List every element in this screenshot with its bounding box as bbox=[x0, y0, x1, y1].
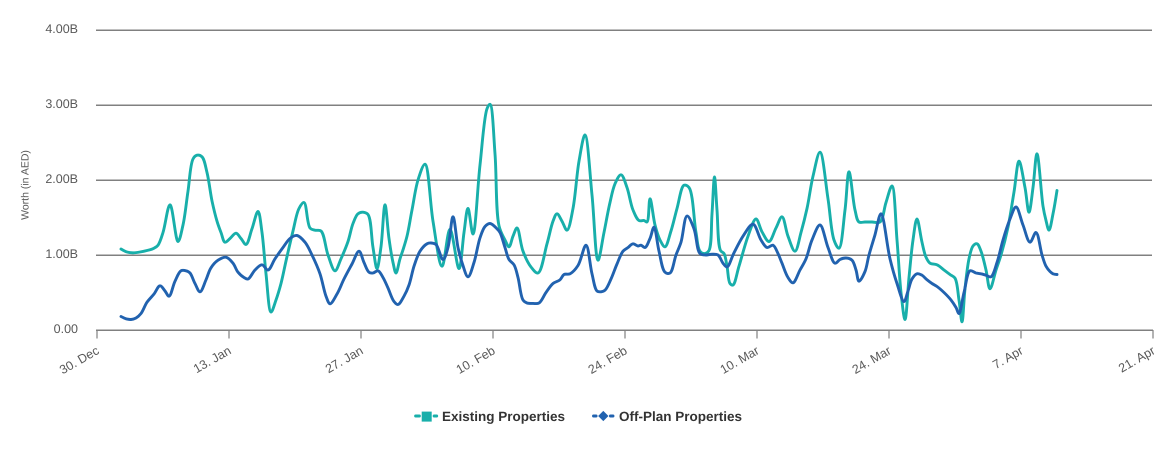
svg-text:10. Mar: 10. Mar bbox=[718, 343, 762, 376]
svg-text:7. Apr: 7. Apr bbox=[990, 343, 1025, 371]
svg-text:13. Jan: 13. Jan bbox=[191, 343, 234, 376]
svg-text:Existing Properties: Existing Properties bbox=[442, 409, 565, 424]
svg-text:3.00B: 3.00B bbox=[45, 97, 78, 111]
svg-text:24. Mar: 24. Mar bbox=[850, 343, 894, 376]
svg-text:24. Feb: 24. Feb bbox=[586, 343, 630, 376]
svg-text:Off-Plan Properties: Off-Plan Properties bbox=[619, 409, 742, 424]
svg-text:Worth (in AED): Worth (in AED) bbox=[20, 150, 32, 220]
svg-text:0.00: 0.00 bbox=[54, 322, 78, 336]
svg-text:4.00B: 4.00B bbox=[45, 22, 78, 36]
svg-text:1.00B: 1.00B bbox=[45, 247, 78, 261]
svg-text:27. Jan: 27. Jan bbox=[323, 343, 366, 376]
svg-text:2.00B: 2.00B bbox=[45, 172, 78, 186]
svg-text:10. Feb: 10. Feb bbox=[454, 343, 498, 376]
svg-text:21. Apr: 21. Apr bbox=[1116, 343, 1157, 375]
svg-text:30. Dec: 30. Dec bbox=[57, 343, 101, 377]
